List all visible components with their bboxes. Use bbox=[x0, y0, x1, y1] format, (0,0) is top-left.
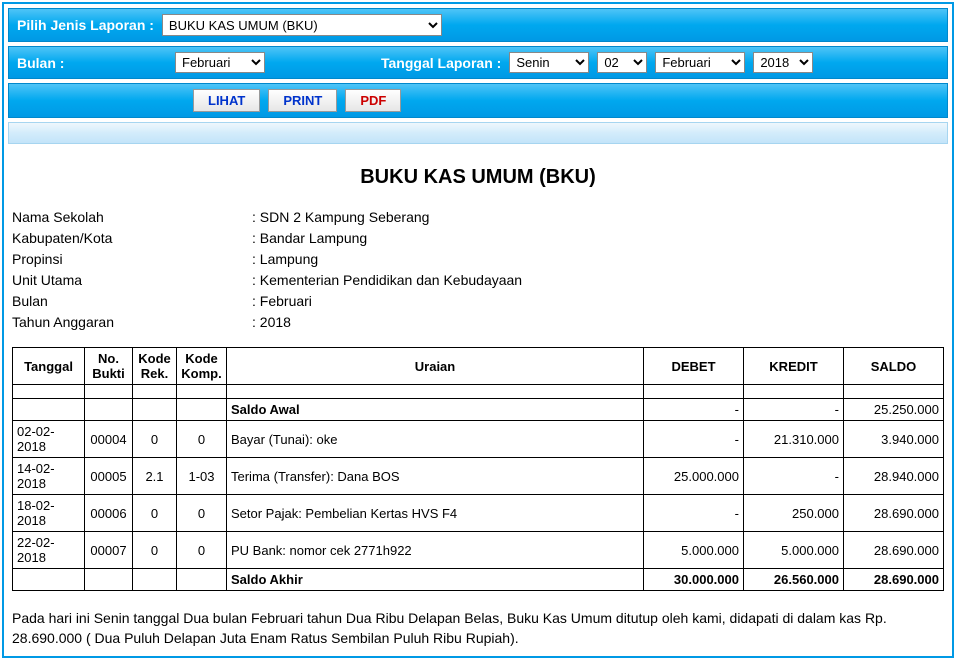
report-title: BUKU KAS UMUM (BKU) bbox=[12, 166, 944, 189]
saldo-akhir-debet: 30.000.000 bbox=[644, 569, 744, 591]
info-value-unit: Kementerian Pendidikan dan Kebudayaan bbox=[252, 270, 522, 291]
cell-saldo: 28.690.000 bbox=[844, 495, 944, 532]
closing-text: Pada hari ini Senin tanggal Dua bulan Fe… bbox=[12, 609, 944, 648]
saldo-akhir-kredit: 26.560.000 bbox=[744, 569, 844, 591]
saldo-awal-row: Saldo Awal - - 25.250.000 bbox=[13, 399, 944, 421]
cell-bukti: 00004 bbox=[85, 421, 133, 458]
hari-select[interactable]: Senin bbox=[509, 52, 589, 73]
cell-bukti: 00005 bbox=[85, 458, 133, 495]
lihat-button[interactable]: LIHAT bbox=[193, 89, 260, 112]
filter-bar-tanggal: Bulan : Februari Tanggal Laporan : Senin… bbox=[8, 46, 948, 79]
cell-kredit: 5.000.000 bbox=[744, 532, 844, 569]
th-debet: DEBET bbox=[644, 348, 744, 385]
app-frame: Pilih Jenis Laporan : BUKU KAS UMUM (BKU… bbox=[2, 2, 954, 658]
th-bukti: No. Bukti bbox=[85, 348, 133, 385]
cell-tgl: 14-02-2018 bbox=[13, 458, 85, 495]
cell-tgl: 22-02-2018 bbox=[13, 532, 85, 569]
cell-uraian: PU Bank: nomor cek 2771h922 bbox=[227, 532, 644, 569]
cell-komp: 1-03 bbox=[177, 458, 227, 495]
cell-uraian: Terima (Transfer): Dana BOS bbox=[227, 458, 644, 495]
cell-tgl: 18-02-2018 bbox=[13, 495, 85, 532]
info-label-unit: Unit Utama bbox=[12, 270, 252, 291]
cell-rek: 0 bbox=[133, 495, 177, 532]
cell-komp: 0 bbox=[177, 532, 227, 569]
cell-kredit: 250.000 bbox=[744, 495, 844, 532]
cell-saldo: 28.690.000 bbox=[844, 532, 944, 569]
cell-rek: 2.1 bbox=[133, 458, 177, 495]
filter-bar-jenis: Pilih Jenis Laporan : BUKU KAS UMUM (BKU… bbox=[8, 8, 948, 42]
saldo-akhir-saldo: 28.690.000 bbox=[844, 569, 944, 591]
action-bar: LIHAT PRINT PDF bbox=[8, 83, 948, 118]
info-label-nama: Nama Sekolah bbox=[12, 207, 252, 228]
cell-kredit: 21.310.000 bbox=[744, 421, 844, 458]
cell-kredit: - bbox=[744, 458, 844, 495]
report-table: Tanggal No. Bukti Kode Rek. Kode Komp. U… bbox=[12, 347, 944, 591]
tanggal-select[interactable]: 02 bbox=[597, 52, 647, 73]
cell-debet: 5.000.000 bbox=[644, 532, 744, 569]
pdf-button[interactable]: PDF bbox=[345, 89, 401, 112]
saldo-awal-debet: - bbox=[644, 399, 744, 421]
cell-tgl: 02-02-2018 bbox=[13, 421, 85, 458]
cell-komp: 0 bbox=[177, 495, 227, 532]
saldo-awal-label: Saldo Awal bbox=[227, 399, 644, 421]
table-row: 02-02-20180000400Bayar (Tunai): oke-21.3… bbox=[13, 421, 944, 458]
cell-bukti: 00006 bbox=[85, 495, 133, 532]
th-kredit: KREDIT bbox=[744, 348, 844, 385]
jenis-select[interactable]: BUKU KAS UMUM (BKU) bbox=[162, 14, 442, 36]
info-label-tahun: Tahun Anggaran bbox=[12, 312, 252, 333]
blank-row bbox=[13, 385, 944, 399]
tahun-select[interactable]: 2018 bbox=[753, 52, 813, 73]
info-label-bulan: Bulan bbox=[12, 291, 252, 312]
cell-komp: 0 bbox=[177, 421, 227, 458]
saldo-akhir-label: Saldo Akhir bbox=[227, 569, 644, 591]
info-value-nama: SDN 2 Kampung Seberang bbox=[252, 207, 429, 228]
bulan2-select[interactable]: Februari bbox=[655, 52, 745, 73]
saldo-awal-kredit: - bbox=[744, 399, 844, 421]
table-row: 22-02-20180000700PU Bank: nomor cek 2771… bbox=[13, 532, 944, 569]
spacer-bar bbox=[8, 122, 948, 144]
info-value-bulan: Februari bbox=[252, 291, 312, 312]
bulan-select[interactable]: Februari bbox=[175, 52, 265, 73]
th-tanggal: Tanggal bbox=[13, 348, 85, 385]
info-label-prop: Propinsi bbox=[12, 249, 252, 270]
cell-rek: 0 bbox=[133, 421, 177, 458]
print-button[interactable]: PRINT bbox=[268, 89, 337, 112]
th-rek: Kode Rek. bbox=[133, 348, 177, 385]
cell-saldo: 28.940.000 bbox=[844, 458, 944, 495]
info-label-kab: Kabupaten/Kota bbox=[12, 228, 252, 249]
cell-uraian: Bayar (Tunai): oke bbox=[227, 421, 644, 458]
saldo-awal-saldo: 25.250.000 bbox=[844, 399, 944, 421]
table-row: 18-02-20180000600Setor Pajak: Pembelian … bbox=[13, 495, 944, 532]
jenis-label: Pilih Jenis Laporan : bbox=[17, 17, 154, 33]
info-value-prop: Lampung bbox=[252, 249, 318, 270]
cell-uraian: Setor Pajak: Pembelian Kertas HVS F4 bbox=[227, 495, 644, 532]
cell-bukti: 00007 bbox=[85, 532, 133, 569]
report-area: BUKU KAS UMUM (BKU) Nama SekolahSDN 2 Ka… bbox=[8, 148, 948, 652]
saldo-akhir-row: Saldo Akhir30.000.00026.560.00028.690.00… bbox=[13, 569, 944, 591]
tgl-label: Tanggal Laporan : bbox=[381, 55, 501, 71]
info-value-tahun: 2018 bbox=[252, 312, 291, 333]
cell-debet: 25.000.000 bbox=[644, 458, 744, 495]
cell-rek: 0 bbox=[133, 532, 177, 569]
info-value-kab: Bandar Lampung bbox=[252, 228, 367, 249]
th-komp: Kode Komp. bbox=[177, 348, 227, 385]
cell-debet: - bbox=[644, 421, 744, 458]
th-uraian: Uraian bbox=[227, 348, 644, 385]
cell-debet: - bbox=[644, 495, 744, 532]
th-saldo: SALDO bbox=[844, 348, 944, 385]
cell-saldo: 3.940.000 bbox=[844, 421, 944, 458]
table-row: 14-02-2018000052.11-03Terima (Transfer):… bbox=[13, 458, 944, 495]
bulan-label: Bulan : bbox=[17, 55, 167, 71]
